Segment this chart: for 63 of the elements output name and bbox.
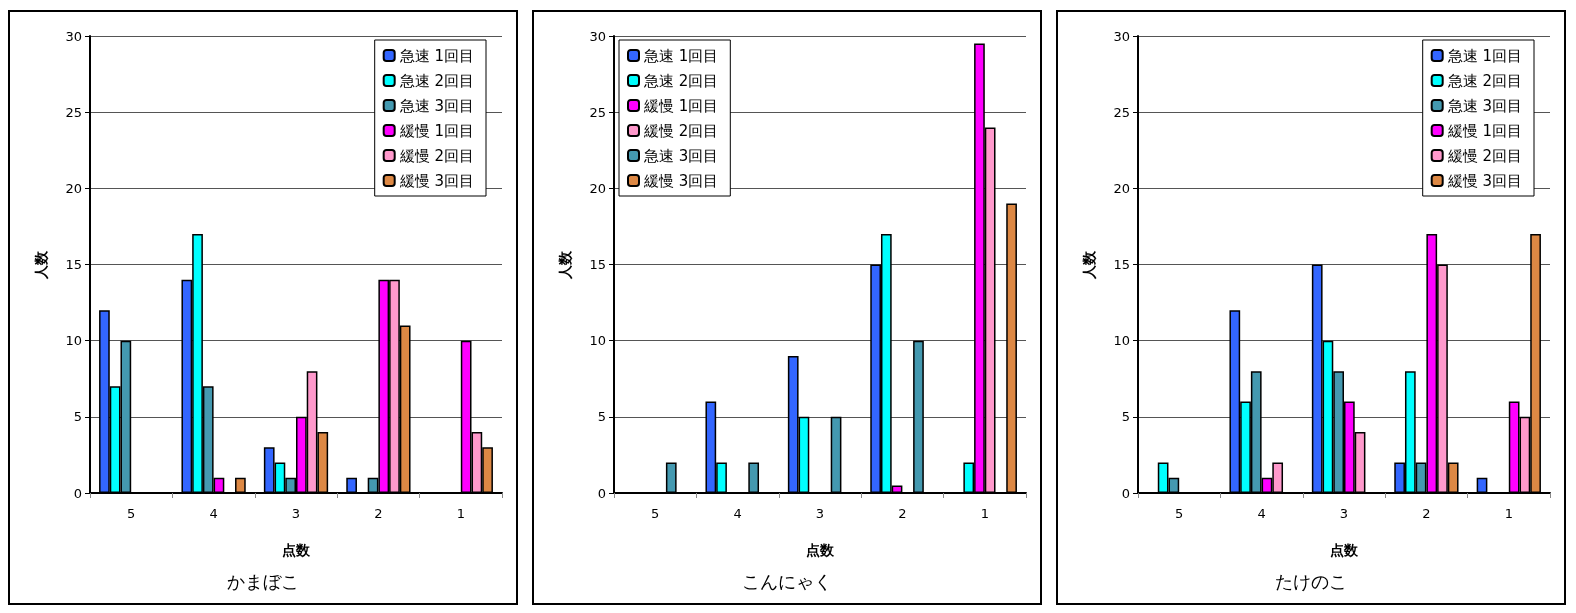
x-tick-label: 3 bbox=[291, 506, 301, 521]
x-tick-label: 3 bbox=[815, 506, 825, 521]
legend-label: 緩慢 1回目 bbox=[398, 121, 474, 140]
legend-label: 急速 2回目 bbox=[1446, 71, 1522, 90]
y-tick-label: 0 bbox=[597, 485, 606, 501]
x-axis-title: 点数 bbox=[806, 542, 835, 558]
legend-label: 急速 1回目 bbox=[643, 46, 719, 65]
legend-label: 緩慢 1回目 bbox=[643, 96, 719, 115]
y-tick-label: 10 bbox=[65, 333, 82, 349]
legend-label: 緩慢 1回目 bbox=[1446, 121, 1522, 140]
legend-label: 急速 3回目 bbox=[398, 96, 474, 115]
y-tick-label: 15 bbox=[589, 257, 606, 272]
y-tick-label: 20 bbox=[589, 180, 606, 196]
y-axis-title: 人数 bbox=[557, 249, 573, 280]
y-tick-label: 5 bbox=[73, 409, 82, 425]
legend-label: 緩慢 3回目 bbox=[1446, 171, 1522, 190]
y-tick-label: 30 bbox=[1113, 28, 1130, 44]
text: こんにゃく bbox=[742, 570, 832, 592]
y-tick-label: 10 bbox=[1113, 333, 1130, 349]
x-tick-label: 1 bbox=[980, 506, 989, 521]
x-tick-label: 3 bbox=[1339, 506, 1349, 521]
y-tick-label: 20 bbox=[1113, 180, 1130, 196]
legend-label: 緩慢 2回目 bbox=[643, 121, 719, 140]
legend-label: 緩慢 2回目 bbox=[398, 146, 474, 165]
y-tick-label: 25 bbox=[65, 104, 82, 120]
y-tick-label: 25 bbox=[589, 104, 606, 120]
x-axis-title: 点数 bbox=[1330, 542, 1359, 558]
x-tick-label: 5 bbox=[1175, 506, 1184, 521]
legend-label: 急速 3回目 bbox=[1446, 96, 1522, 115]
x-tick-label: 5 bbox=[651, 506, 660, 521]
x-axis-title: 点数 bbox=[282, 542, 311, 558]
y-tick-label: 5 bbox=[597, 409, 606, 425]
x-tick-label: 2 bbox=[898, 506, 907, 521]
x-tick-label: 2 bbox=[374, 506, 383, 521]
x-tick-label: 5 bbox=[127, 506, 136, 521]
legend-label: 急速 1回目 bbox=[1446, 46, 1522, 65]
y-axis-title: 人数 bbox=[1081, 249, 1097, 280]
y-tick-label: 30 bbox=[65, 28, 82, 44]
legend-label: 急速 3回目 bbox=[643, 146, 719, 165]
legend-label: 急速 2回目 bbox=[643, 71, 719, 90]
y-tick-label: 15 bbox=[65, 257, 82, 272]
y-tick-label: 10 bbox=[589, 333, 606, 349]
legend-label: 緩慢 3回目 bbox=[643, 171, 719, 190]
y-tick-label: 5 bbox=[1121, 409, 1130, 425]
x-tick-label: 4 bbox=[209, 506, 218, 521]
legend-label: 急速 2回目 bbox=[398, 71, 474, 90]
x-tick-label: 4 bbox=[1257, 506, 1266, 521]
x-tick-label: 4 bbox=[733, 506, 742, 521]
text: たけのこ bbox=[1275, 570, 1347, 592]
x-tick-label: 2 bbox=[1422, 506, 1431, 521]
text: かまぼこ bbox=[227, 570, 299, 592]
y-tick-label: 15 bbox=[1113, 257, 1130, 272]
legend-label: 緩慢 2回目 bbox=[1446, 146, 1522, 165]
y-tick-label: 30 bbox=[589, 28, 606, 44]
y-axis-title: 人数 bbox=[33, 249, 49, 280]
y-tick-label: 25 bbox=[1113, 104, 1130, 120]
legend-label: 急速 1回目 bbox=[398, 46, 474, 65]
y-tick-label: 20 bbox=[65, 180, 82, 196]
y-tick-label: 0 bbox=[1121, 485, 1130, 501]
x-tick-label: 1 bbox=[456, 506, 465, 521]
y-tick-label: 0 bbox=[73, 485, 82, 501]
x-tick-label: 1 bbox=[1504, 506, 1513, 521]
legend-label: 緩慢 3回目 bbox=[398, 171, 474, 190]
